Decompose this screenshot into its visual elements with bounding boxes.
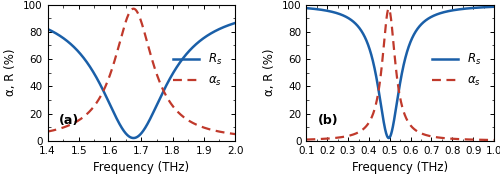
$\alpha_s$ xyxy=(44,130,51,133)
$R_s$ xyxy=(44,28,51,30)
$R_s$ xyxy=(304,7,310,9)
$\alpha_s$ xyxy=(217,131,223,133)
$\alpha_s$ xyxy=(134,10,140,12)
$R_s$ xyxy=(392,110,398,112)
Legend: $R_s$, $\alpha_s$: $R_s$, $\alpha_s$ xyxy=(168,47,228,93)
$\alpha_s$ xyxy=(226,132,232,134)
Y-axis label: α, R (%): α, R (%) xyxy=(264,49,276,96)
Line: $R_s$: $R_s$ xyxy=(48,23,235,138)
$R_s$ xyxy=(226,24,232,26)
$R_s$ xyxy=(124,133,130,135)
$R_s$ xyxy=(440,11,446,14)
$R_s$ xyxy=(130,137,136,139)
Line: $\alpha_s$: $\alpha_s$ xyxy=(306,9,494,140)
Line: $R_s$: $R_s$ xyxy=(306,7,494,138)
$\alpha_s$ xyxy=(392,64,398,66)
Text: (b): (b) xyxy=(318,114,338,127)
$R_s$ xyxy=(382,128,388,131)
$\alpha_s$ xyxy=(304,138,310,141)
$\alpha_s$ xyxy=(130,8,136,10)
$R_s$ xyxy=(386,137,392,139)
$\alpha_s$ xyxy=(125,15,131,17)
X-axis label: Frequency (THz): Frequency (THz) xyxy=(352,161,448,174)
Line: $\alpha_s$: $\alpha_s$ xyxy=(48,9,235,134)
$R_s$ xyxy=(476,6,482,9)
$R_s$ xyxy=(384,134,390,136)
$R_s$ xyxy=(491,6,497,8)
$R_s$ xyxy=(486,6,492,8)
X-axis label: Frequency (THz): Frequency (THz) xyxy=(93,161,190,174)
$R_s$ xyxy=(217,28,223,30)
$\alpha_s$ xyxy=(476,139,482,141)
$R_s$ xyxy=(181,56,187,58)
Legend: $R_s$, $\alpha_s$: $R_s$, $\alpha_s$ xyxy=(427,47,486,93)
$\alpha_s$ xyxy=(384,16,390,18)
$\alpha_s$ xyxy=(382,29,388,32)
$\alpha_s$ xyxy=(440,137,446,139)
$\alpha_s$ xyxy=(491,139,497,141)
$\alpha_s$ xyxy=(181,116,187,118)
Y-axis label: α, R (%): α, R (%) xyxy=(4,49,18,96)
Text: (a): (a) xyxy=(59,114,79,127)
$R_s$ xyxy=(232,22,238,24)
$R_s$ xyxy=(134,136,140,138)
$\alpha_s$ xyxy=(386,8,392,10)
$\alpha_s$ xyxy=(486,139,492,141)
$R_s$ xyxy=(125,134,131,137)
$\alpha_s$ xyxy=(124,19,130,21)
$\alpha_s$ xyxy=(232,133,238,135)
